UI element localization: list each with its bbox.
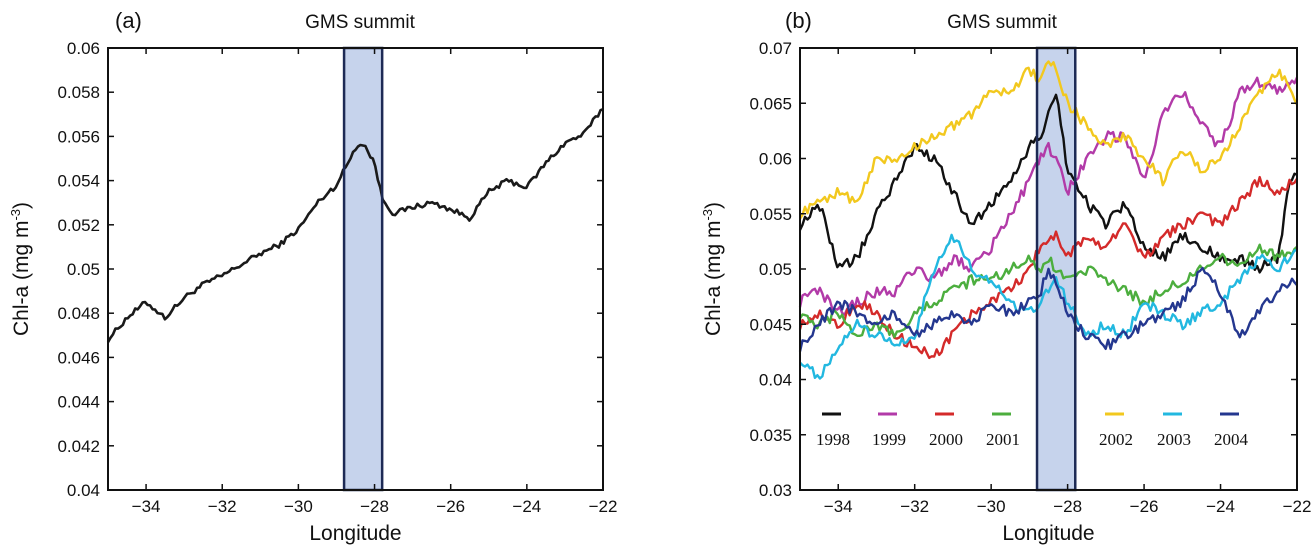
series-line-2002 [798,60,1299,220]
y-tick-label: 0.035 [749,426,792,445]
x-tick-label: −34 [824,497,853,516]
panel-label: (a) [115,8,142,33]
legend-label-2003: 2003 [1157,430,1191,449]
x-tick-label: −22 [589,497,618,516]
y-tick-label: 0.045 [749,315,792,334]
y-tick-label: 0.046 [57,348,100,367]
legend-label-2001: 2001 [986,430,1020,449]
y-tick-label: 0.056 [57,127,100,146]
y-tick-label: 0.07 [759,39,792,58]
x-tick-label: −28 [1053,497,1082,516]
series-line-2003 [799,233,1298,380]
y-axis-label-end: ) [10,202,33,209]
chart-panel-a: −34 −32 −30 −28 −26 −24 −22 0.04 0.042 0.044 0.046… [8,8,617,545]
y-tick-label: 0.05 [67,260,100,279]
y-axis-label-sup: -3 [8,209,23,221]
series-line [106,107,604,343]
x-tick-label: −30 [977,497,1006,516]
y-tick-label: 0.044 [57,393,100,412]
x-tick-label: −30 [284,497,313,516]
y-axis-label: Chl-a (mg m-3) [700,202,725,336]
y-tick-label: 0.03 [759,481,792,500]
legend-label-2004: 2004 [1214,430,1249,449]
series-line-2004 [798,266,1298,352]
panel-label: (b) [785,8,812,33]
series-line-2000 [798,175,1299,360]
highlight-band [344,48,383,490]
legend-label-2002: 2002 [1099,430,1133,449]
y-tick-label: 0.055 [749,205,792,224]
y-axis-label-end: ) [702,202,725,209]
y-tick-label: 0.04 [67,481,100,500]
y-axis-label: Chl-a (mg m-3) [8,202,33,336]
x-tick-label: −22 [1283,497,1312,516]
x-tick-label: −26 [1130,497,1159,516]
y-tick-label: 0.06 [67,39,100,58]
x-tick-label: −34 [132,497,161,516]
y-tick-label: 0.04 [759,371,792,390]
series-line-1999 [798,76,1299,316]
series-line-1998 [798,93,1298,274]
y-tick-label: 0.05 [759,260,792,279]
y-tick-label: 0.048 [57,304,100,323]
x-tick-label: −24 [512,497,541,516]
y-axis-label-sup: -3 [700,209,715,221]
chart-title: GMS summit [305,12,416,33]
legend-label-1998: 1998 [816,430,850,449]
y-tick-label: 0.054 [57,172,100,191]
y-tick-label: 0.065 [749,94,792,113]
legend: 1998 1999 2000 2001 2002 2003 2004 [816,412,1249,449]
y-axis-label-text: Chl-a (mg m [10,221,33,337]
legend-label-2000: 2000 [929,430,963,449]
x-tick-label: −32 [900,497,929,516]
series-line-2001 [798,243,1298,339]
highlight-band [1037,48,1076,490]
x-tick-label: −26 [436,497,465,516]
y-tick-label: 0.042 [57,437,100,456]
y-tick-label: 0.052 [57,216,100,235]
chart-panel-b: −34 −32 −30 −28 −26 −24 −22 0.03 0.035 0.04 0.045 0… [700,8,1311,545]
x-tick-label: −32 [208,497,237,516]
x-axis-label: Longitude [1002,522,1094,545]
y-tick-label: 0.06 [759,150,792,169]
x-tick-label: −28 [360,497,389,516]
x-axis-label: Longitude [309,522,401,545]
y-tick-label: 0.058 [57,83,100,102]
x-tick-label: −24 [1206,497,1235,516]
legend-label-1999: 1999 [872,430,906,449]
chart-title: GMS summit [947,12,1058,33]
y-axis-label-text: Chl-a (mg m [702,221,725,337]
